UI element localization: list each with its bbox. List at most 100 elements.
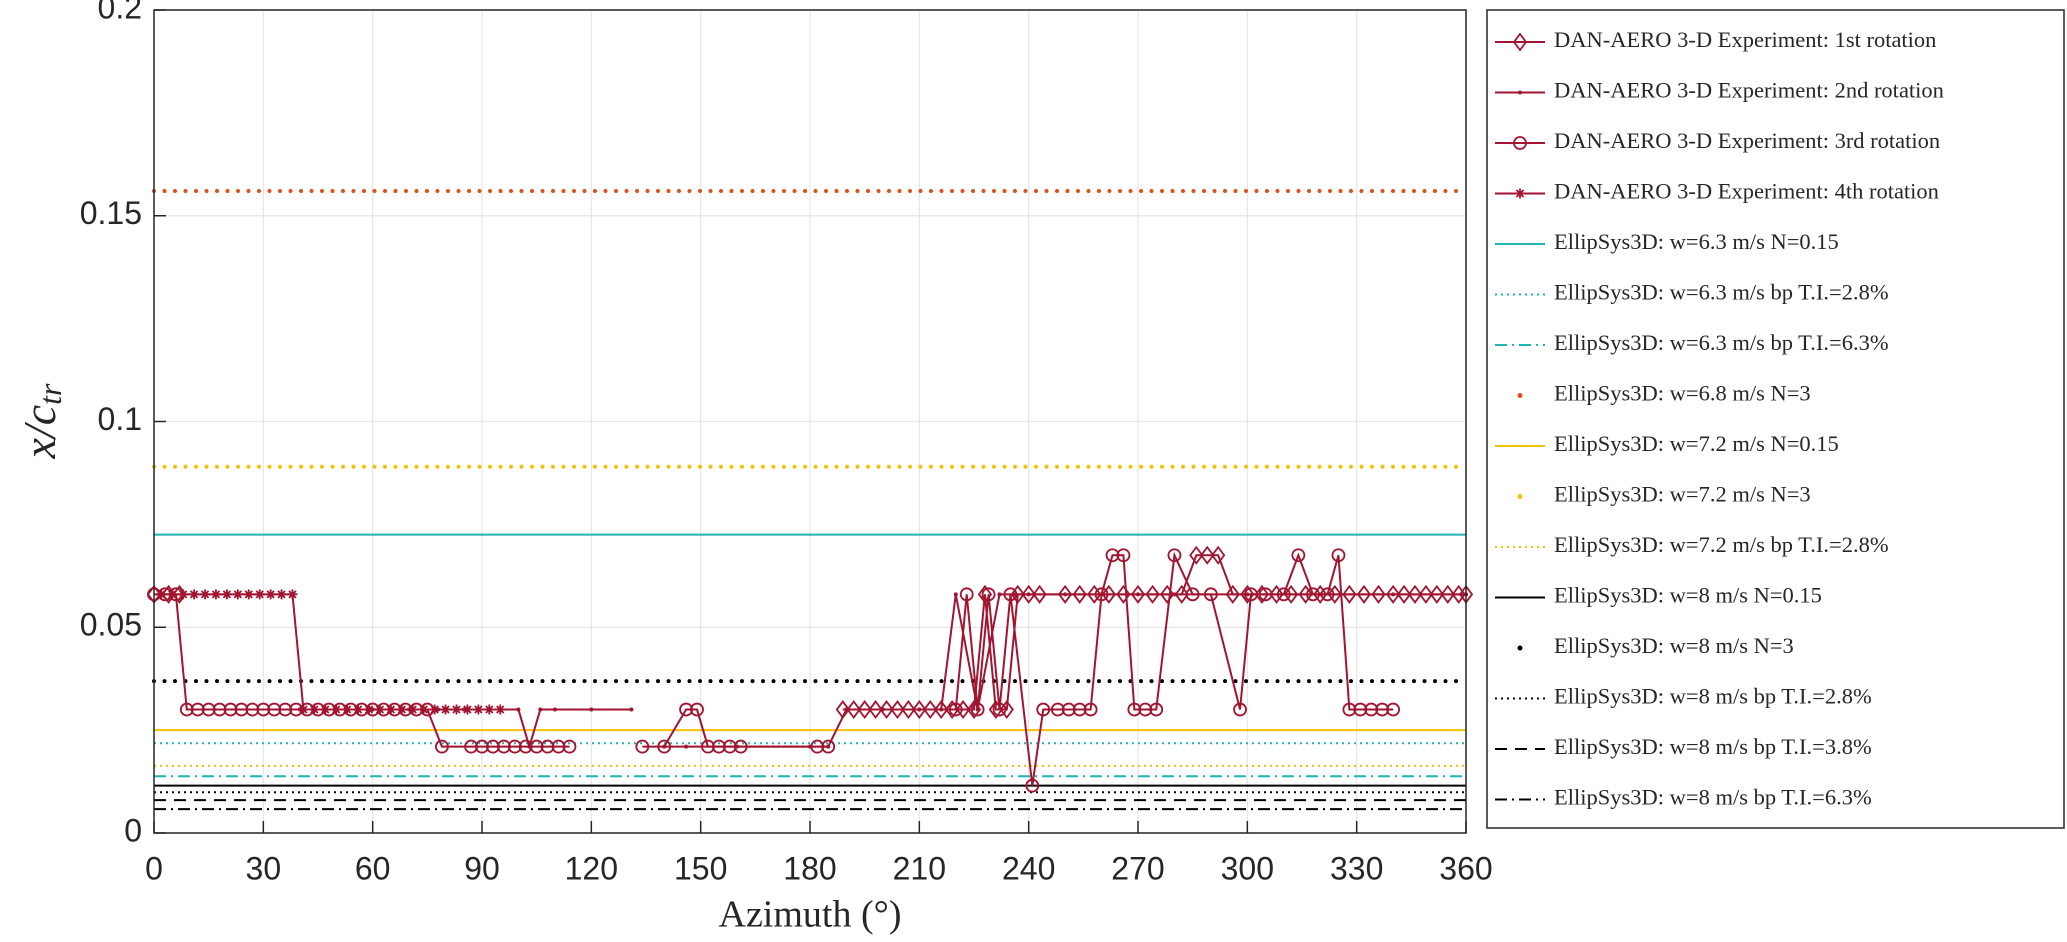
- marker-diamond: [1298, 584, 1313, 604]
- marker-dot: [498, 707, 503, 712]
- marker-circle: [1386, 702, 1401, 717]
- marker-diamond: [835, 700, 850, 720]
- marker-circle: [223, 702, 238, 717]
- legend-label: EllipSys3D: w=7.2 m/s N=0.15: [1554, 431, 1839, 456]
- marker-diamond: [1032, 584, 1047, 604]
- marker-circle: [635, 739, 650, 754]
- marker-circle: [1342, 702, 1357, 717]
- y-axis-label: x/ctr: [14, 383, 69, 460]
- marker-dot: [334, 707, 339, 712]
- marker-dot: [436, 707, 441, 712]
- marker-circle: [190, 702, 205, 717]
- marker-diamond: [879, 700, 894, 720]
- legend-label: EllipSys3D: w=6.3 m/s bp T.I.=6.3%: [1554, 330, 1889, 355]
- legend-label: EllipSys3D: w=7.2 m/s N=3: [1554, 482, 1811, 507]
- marker-circle: [562, 739, 577, 754]
- marker-dot: [808, 744, 812, 749]
- marker-diamond: [1160, 584, 1175, 604]
- marker-diamond: [161, 584, 176, 604]
- marker-circle: [518, 739, 533, 754]
- marker-diamond: [1116, 584, 1131, 604]
- marker-diamond: [1225, 584, 1240, 604]
- marker-dot: [407, 707, 412, 712]
- marker-dot: [461, 707, 466, 712]
- marker-circle: [981, 587, 996, 602]
- marker-circle: [959, 587, 974, 602]
- marker-star: [276, 589, 287, 600]
- marker-dot: [629, 707, 634, 712]
- marker-diamond: [1385, 584, 1401, 604]
- legend-label: EllipSys3D: w=6.3 m/s bp T.I.=2.8%: [1554, 280, 1889, 305]
- legend-label: DAN-AERO 3-D Experiment: 3rd rotation: [1554, 128, 1940, 153]
- marker-diamond: [966, 700, 982, 720]
- marker-dot: [516, 707, 521, 712]
- marker-diamond: [923, 700, 938, 720]
- legend-label: EllipSys3D: w=8 m/s N=3: [1554, 633, 1794, 658]
- marker-circle: [1036, 702, 1051, 717]
- marker-diamond: [1057, 584, 1073, 604]
- x-tick-label: 60: [355, 850, 391, 886]
- y-tick-label: 0.05: [80, 607, 142, 643]
- legend-swatch: [1517, 494, 1523, 499]
- marker-dot: [297, 707, 302, 712]
- marker-circle: [690, 702, 704, 717]
- marker-diamond: [945, 700, 960, 720]
- marker-diamond: [1087, 584, 1102, 604]
- x-tick-label: 240: [1002, 850, 1055, 886]
- marker-diamond: [1440, 584, 1455, 604]
- marker-diamond: [1429, 584, 1444, 604]
- marker-circle: [1083, 702, 1098, 717]
- marker-circle: [256, 702, 271, 717]
- x-tick-label: 120: [565, 850, 618, 886]
- legend-label: DAN-AERO 3-D Experiment: 1st rotation: [1554, 27, 1936, 52]
- x-tick-label: 150: [674, 850, 727, 886]
- marker-diamond: [1021, 584, 1036, 604]
- marker-diamond: [912, 700, 927, 720]
- marker-circle: [1167, 548, 1182, 563]
- marker-dot: [1518, 90, 1522, 95]
- marker-diamond: [1189, 545, 1204, 565]
- marker-circle: [1233, 702, 1247, 717]
- marker-circle: [179, 702, 194, 717]
- x-tick-label: 210: [893, 850, 946, 886]
- marker-circle: [540, 739, 555, 754]
- marker-star: [265, 589, 276, 600]
- marker-star: [178, 589, 189, 600]
- legend-swatch: [1517, 393, 1523, 398]
- marker-diamond: [1396, 584, 1412, 604]
- x-tick-label: 330: [1330, 850, 1383, 886]
- marker-diamond: [1010, 584, 1025, 604]
- marker-diamond: [890, 700, 905, 720]
- legend-label: EllipSys3D: w=8 m/s bp T.I.=2.8%: [1554, 684, 1872, 709]
- marker-dot: [953, 592, 958, 597]
- x-tick-label: 270: [1111, 850, 1164, 886]
- marker-circle: [1050, 702, 1065, 717]
- marker-circle: [212, 702, 227, 717]
- marker-diamond: [901, 700, 916, 720]
- y-tick-label: 0.1: [98, 401, 142, 437]
- marker-diamond: [1512, 32, 1528, 52]
- marker-star: [200, 589, 211, 600]
- marker-star: [1515, 188, 1525, 199]
- legend-label: EllipSys3D: w=8 m/s N=0.15: [1554, 583, 1822, 608]
- legend-label: EllipSys3D: w=6.8 m/s N=3: [1554, 381, 1811, 406]
- marker-diamond: [1313, 584, 1328, 604]
- marker-star: [243, 589, 254, 600]
- marker-circle: [278, 702, 293, 717]
- legend-label: EllipSys3D: w=7.2 m/s bp T.I.=2.8%: [1554, 532, 1889, 557]
- marker-diamond: [1371, 584, 1386, 604]
- x-tick-label: 360: [1439, 850, 1492, 886]
- marker-diamond: [1356, 584, 1372, 604]
- ticks: 0 30 60 90 120 150 180 210 240 270 300 330 360 0 0.05 0…: [80, 0, 1493, 886]
- marker-dot: [552, 707, 557, 712]
- plot-area: [146, 189, 1474, 811]
- marker-circle: [267, 702, 282, 717]
- legend-label: DAN-AERO 3-D Experiment: 2nd rotation: [1554, 78, 1944, 103]
- y-tick-label: 0.2: [98, 0, 142, 25]
- marker-star: [232, 589, 243, 600]
- marker-circle: [507, 739, 522, 754]
- marker-star: [287, 589, 298, 600]
- y-tick-label: 0: [124, 812, 142, 848]
- marker-circle: [245, 702, 260, 717]
